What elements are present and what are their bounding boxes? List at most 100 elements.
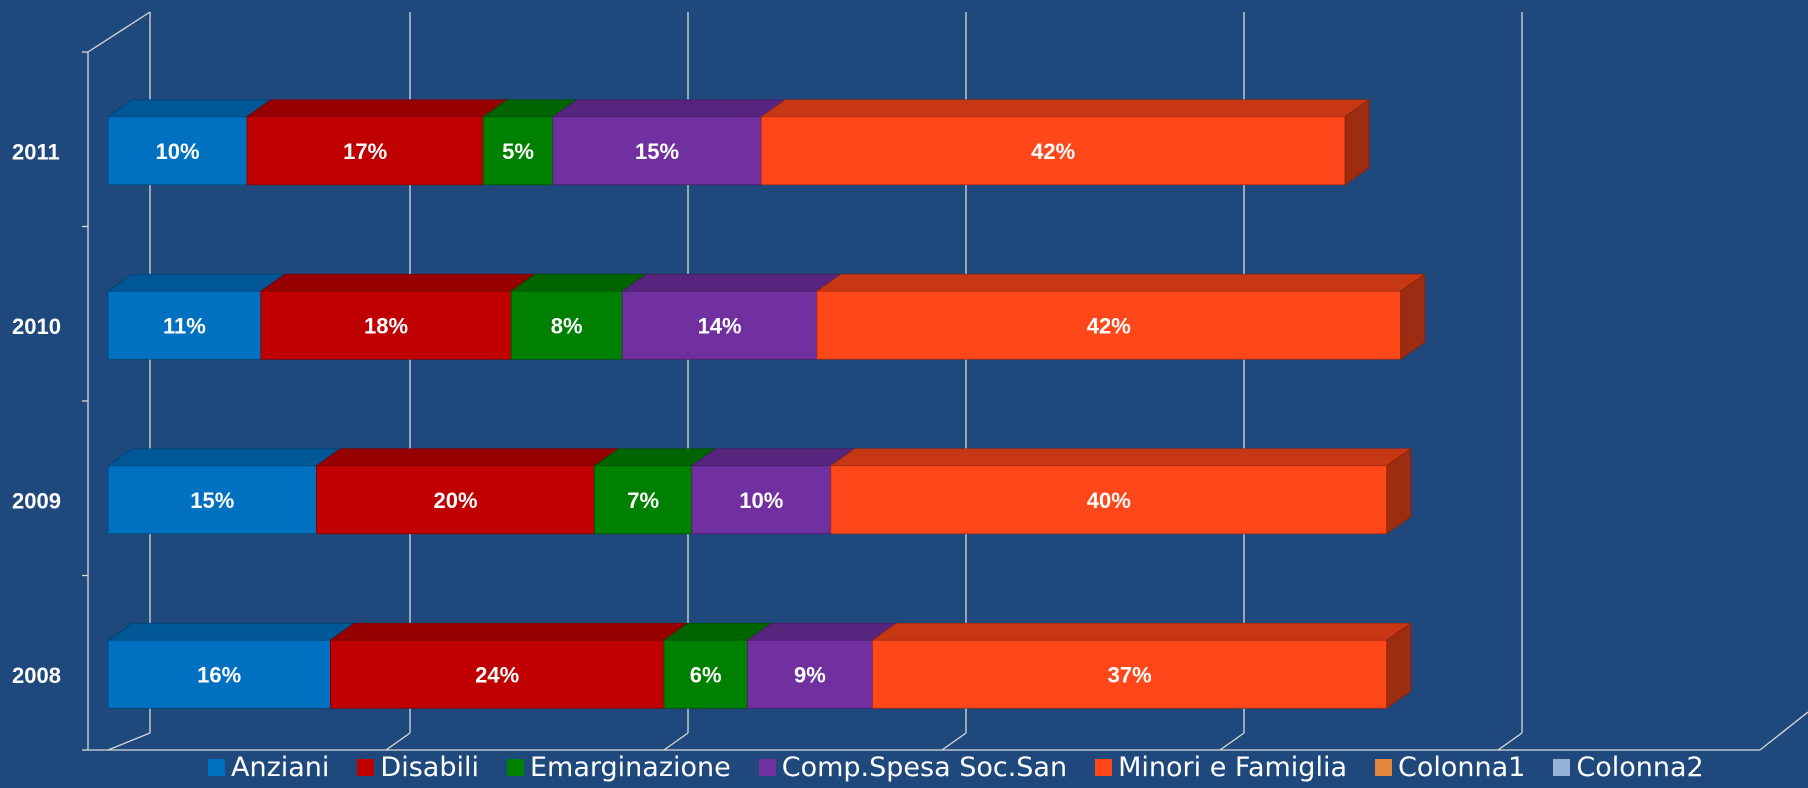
bar-front-face <box>594 465 693 535</box>
bar-segment: 11% <box>106 273 287 360</box>
bar-segment: 42% <box>815 273 1426 361</box>
bar-top-face <box>829 448 1413 467</box>
bar-segment: 10% <box>106 99 273 186</box>
data-label: 15% <box>190 488 234 513</box>
bar-segment: 17% <box>245 99 509 186</box>
data-label: 37% <box>1108 662 1152 687</box>
bar-top-face <box>106 622 356 641</box>
bar-top-face <box>871 622 1413 641</box>
bar-segment: 15% <box>551 99 787 186</box>
bar-top-face <box>815 273 1426 292</box>
floor-gridline <box>107 732 151 751</box>
bar-front-face <box>260 290 512 360</box>
bar-segment: 16% <box>106 622 356 709</box>
bar-segment: 6% <box>662 622 773 709</box>
bar-segment: 20% <box>315 448 620 535</box>
data-label: 42% <box>1087 313 1131 338</box>
bar-segment: 15% <box>106 448 342 535</box>
legend-item: Disabili <box>357 752 479 783</box>
bar-front-face <box>107 116 248 186</box>
bar-top-face <box>315 448 620 467</box>
bar-top-face <box>760 99 1371 118</box>
data-label: 16% <box>197 662 241 687</box>
bar-front-face <box>316 465 595 535</box>
bar-segment: 24% <box>329 622 690 709</box>
data-label: 40% <box>1087 488 1131 513</box>
bar-segment: 7% <box>593 448 718 535</box>
bar-front-face <box>107 465 317 535</box>
legend-swatch <box>1553 758 1571 776</box>
category-label: 2009 <box>12 488 61 513</box>
bar-front-face <box>329 639 665 709</box>
bar-top-face <box>551 99 787 118</box>
bar-front-face <box>107 639 331 709</box>
floor-gridline <box>1497 732 1523 751</box>
category-label: 2010 <box>12 314 61 339</box>
floor-gridline <box>663 732 689 751</box>
data-label: 24% <box>475 662 519 687</box>
data-label: 7% <box>627 488 659 513</box>
category-label: 2011 <box>12 139 60 164</box>
bar-front-face <box>747 639 873 709</box>
bar-front-face <box>107 290 262 360</box>
bar-segment: 9% <box>746 622 898 709</box>
data-label: 8% <box>551 313 583 338</box>
bar-top-face <box>245 99 509 118</box>
data-label: 20% <box>433 488 477 513</box>
bar-front-face <box>872 639 1388 709</box>
bar-segment: 8% <box>509 273 648 360</box>
bar-segment: 14% <box>621 273 843 360</box>
data-label: 9% <box>794 662 826 687</box>
floor-gridline <box>385 732 411 751</box>
legend-swatch <box>506 758 524 776</box>
bar-segment: 5% <box>482 99 579 186</box>
bar-top-face <box>690 448 857 467</box>
legend-item: Colonna2 <box>1553 751 1704 783</box>
bar-front-face <box>830 465 1388 535</box>
bar-front-face <box>246 116 484 186</box>
bar-front-face <box>816 290 1402 360</box>
bar-top-face <box>746 622 898 641</box>
data-label: 14% <box>698 313 742 338</box>
bar-top-face <box>621 273 843 292</box>
bar-front-face <box>552 116 762 186</box>
floor-gridline <box>1219 732 1245 751</box>
bar-top-face <box>106 448 342 467</box>
data-label: 10% <box>155 139 199 164</box>
bar-side-face <box>1400 273 1426 361</box>
legend-swatch <box>1095 758 1113 776</box>
floor-right-edge <box>1759 711 1808 751</box>
data-label: 15% <box>635 139 679 164</box>
bar-top-face <box>106 99 273 118</box>
bar-top-face <box>106 273 287 292</box>
legend-label: Anziani <box>231 751 330 783</box>
data-label: 11% <box>163 313 206 338</box>
legend-label: Minori e Famiglia <box>1118 751 1347 783</box>
data-label: 6% <box>690 662 722 687</box>
data-label: 42% <box>1031 139 1075 164</box>
bar-side-face <box>1386 622 1412 710</box>
legend-label: Colonna1 <box>1398 751 1526 783</box>
legend-item: Emarginazione <box>506 751 731 783</box>
bar-front-face <box>663 639 748 709</box>
data-label: 5% <box>502 139 534 164</box>
bar-side-face <box>1386 447 1412 535</box>
bar-front-face <box>760 116 1346 186</box>
data-label: 18% <box>364 313 408 338</box>
bar-front-face <box>510 290 623 360</box>
legend-label: Comp.Spesa Soc.San <box>781 751 1068 783</box>
bar-front-face <box>621 290 818 360</box>
legend-label: Colonna2 <box>1576 751 1704 783</box>
category-label: 2008 <box>12 663 61 688</box>
legend: Anziani Disabili Emarginazione Comp.Spesa S… <box>208 750 1732 784</box>
legend-swatch <box>758 758 776 776</box>
legend-label: Disabili <box>380 751 479 783</box>
legend-swatch <box>1375 758 1392 776</box>
bar-segment: 37% <box>871 622 1413 710</box>
legend-item: Minori e Famiglia <box>1095 752 1347 783</box>
legend-swatch <box>357 758 375 776</box>
legend-label: Emarginazione <box>529 751 731 783</box>
legend-item: Anziani <box>208 752 329 783</box>
bar-side-face <box>1344 98 1370 186</box>
